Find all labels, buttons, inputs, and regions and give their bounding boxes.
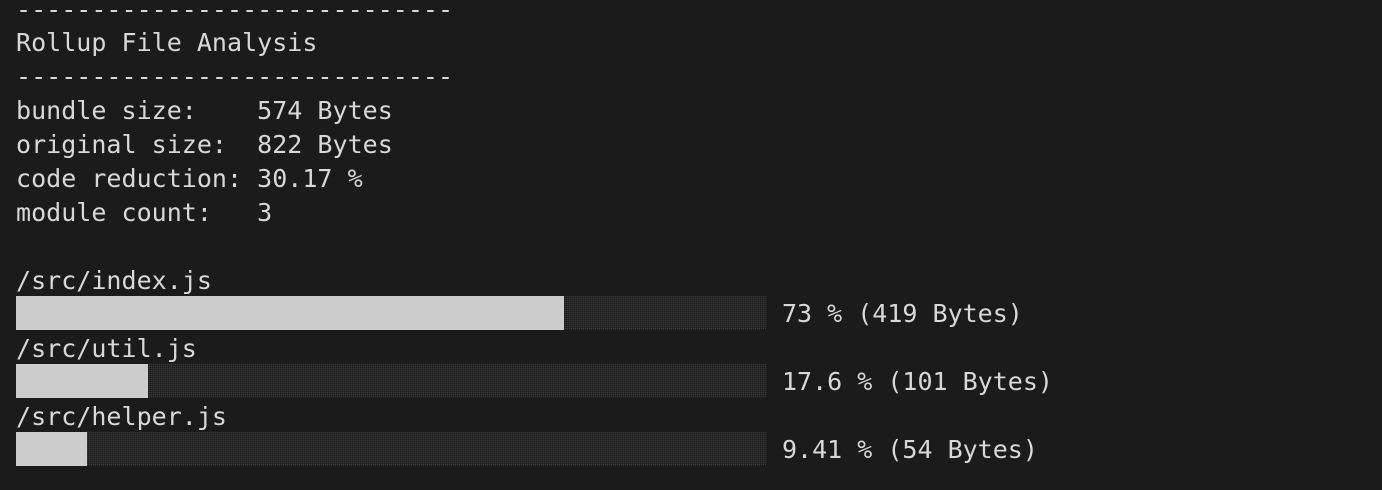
stat-bundle-size: bundle size: 574 Bytes [16,94,393,128]
stat-label: bundle size: [16,96,258,125]
stat-value: 3 [257,198,273,227]
bar-track [16,296,767,330]
stat-label: code reduction: [16,164,258,193]
stat-label: module count: [16,198,258,227]
stat-value: 574 Bytes [257,96,393,125]
stat-value: 30.17 % [257,164,363,193]
module-path: /src/helper.js [16,402,227,431]
module-path: /src/util.js [16,334,197,363]
stat-value: 822 Bytes [257,130,393,159]
bar-track [16,432,767,466]
module-size-bar: 73 % (419 Bytes) [16,296,1216,330]
module-size-summary: 9.41 % (54 Bytes) [782,435,1038,464]
bar-fill [16,296,565,330]
module-path: /src/index.js [16,266,212,295]
bar-track [16,364,767,398]
module-size-summary: 73 % (419 Bytes) [782,299,1023,328]
module-size-bar: 9.41 % (54 Bytes) [16,432,1216,466]
separator-line: ----------------------------- [16,0,454,24]
stat-label: original size: [16,130,258,159]
module-size-summary: 17.6 % (101 Bytes) [782,367,1053,396]
stat-original-size: original size: 822 Bytes [16,128,393,162]
report-title: Rollup File Analysis [16,28,318,57]
bar-fill [16,364,149,398]
stat-code-reduction: code reduction: 30.17 % [16,162,363,196]
module-size-bar: 17.6 % (101 Bytes) [16,364,1216,398]
separator-line: ----------------------------- [16,62,454,91]
stat-module-count: module count: 3 [16,196,272,230]
bar-fill [16,432,87,466]
